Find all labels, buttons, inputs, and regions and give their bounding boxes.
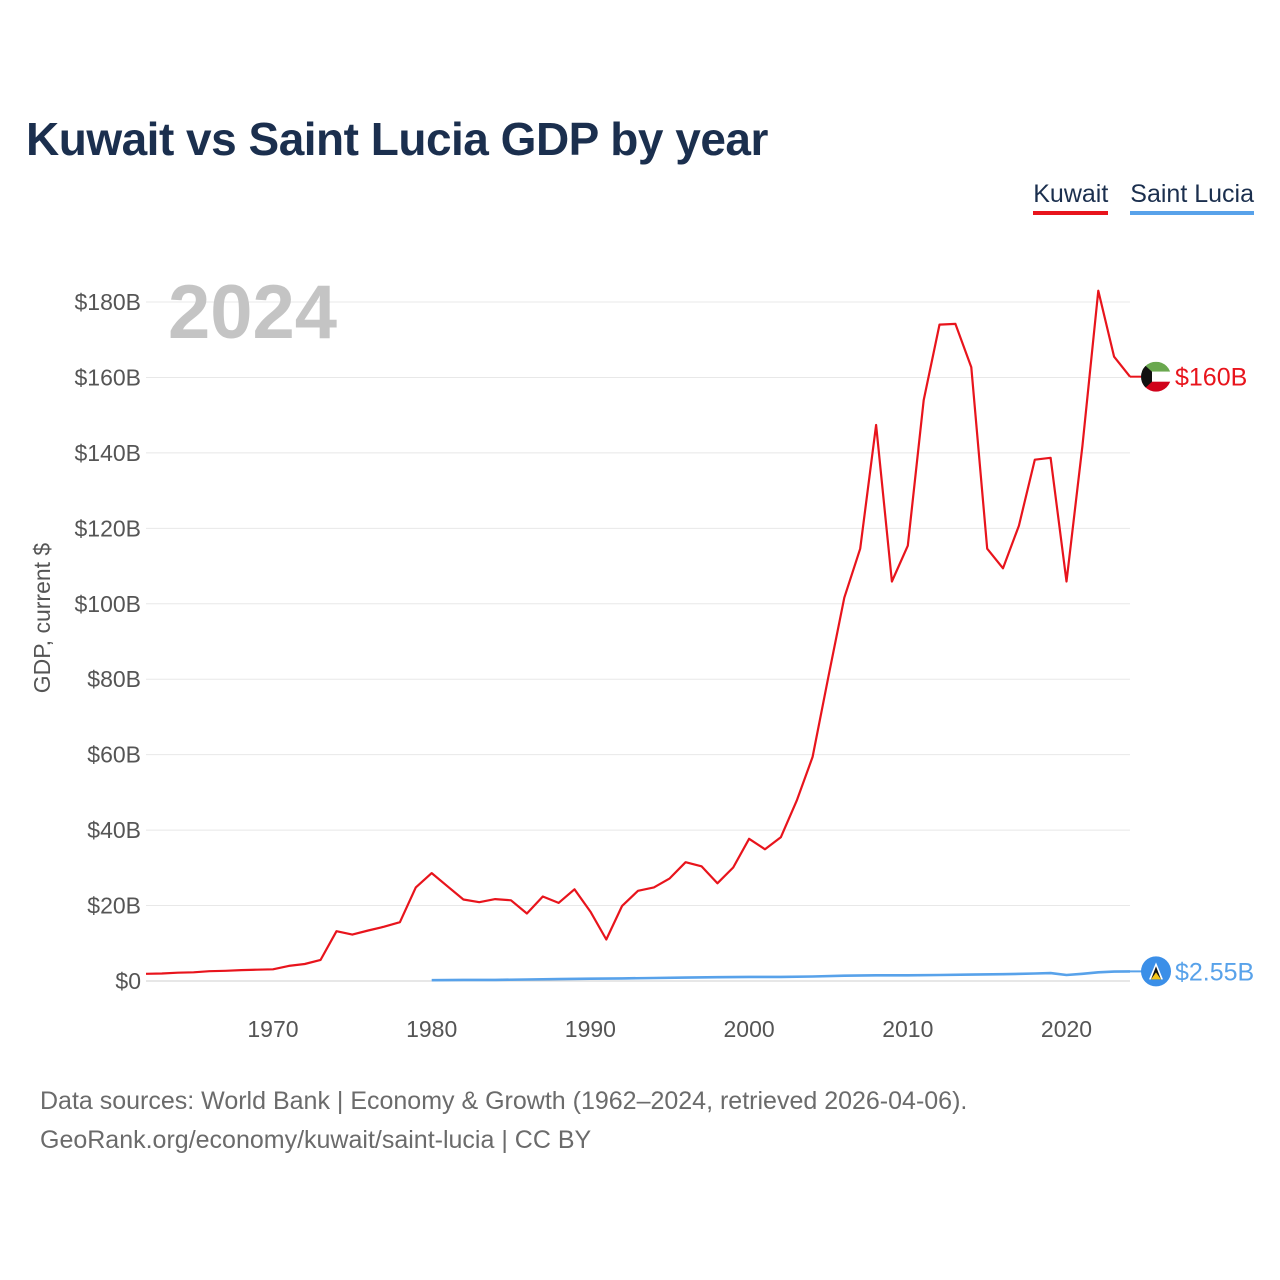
x-tick-label: 1970 bbox=[247, 1016, 298, 1042]
legend-item-saint-lucia[interactable]: Saint Lucia bbox=[1130, 180, 1254, 215]
series-lines bbox=[145, 289, 1131, 982]
end-value-label-saint-lucia: $2.55B bbox=[1175, 958, 1254, 986]
footer: Data sources: World Bank | Economy & Gro… bbox=[40, 1082, 967, 1160]
x-axis-ticks: 1970 1980 1990 2000 2010 2020 bbox=[247, 1016, 1092, 1042]
legend-item-kuwait[interactable]: Kuwait bbox=[1033, 180, 1109, 215]
kuwait-flag-icon bbox=[1141, 361, 1171, 392]
x-tick-label: 1990 bbox=[565, 1016, 616, 1042]
y-tick-label: $120B bbox=[74, 515, 141, 541]
footer-source: Data sources: World Bank | Economy & Gro… bbox=[40, 1087, 968, 1115]
gridlines bbox=[146, 301, 1130, 982]
y-tick-label: $100B bbox=[74, 591, 141, 617]
y-tick-label: $20B bbox=[87, 893, 141, 919]
y-axis-ticks: $0 $20B $40B $60B $80B $100B $120B $140B $160B $1… bbox=[74, 289, 141, 994]
series-line-saint-lucia bbox=[431, 970, 1131, 982]
series-line-kuwait bbox=[145, 289, 1131, 975]
chart-title: Kuwait vs Saint Lucia GDP by year bbox=[26, 113, 768, 165]
y-tick-label: $0 bbox=[115, 968, 141, 994]
y-tick-label: $60B bbox=[87, 742, 141, 768]
footer-link[interactable]: GeoRank.org/economy/kuwait/saint-lucia |… bbox=[40, 1126, 592, 1154]
y-tick-label: $140B bbox=[74, 440, 141, 466]
y-tick-label: $160B bbox=[74, 364, 141, 390]
end-value-label-kuwait: $160B bbox=[1175, 364, 1247, 392]
series-end-markers: $160B $2.55B bbox=[1130, 361, 1254, 987]
x-tick-label: 2010 bbox=[882, 1016, 933, 1042]
y-tick-label: $80B bbox=[87, 666, 141, 692]
saint-lucia-flag-icon bbox=[1141, 956, 1171, 987]
y-axis-label: GDP, current $ bbox=[29, 543, 55, 694]
x-tick-label: 1980 bbox=[406, 1016, 457, 1042]
y-tick-label: $180B bbox=[74, 289, 141, 315]
y-tick-label: $40B bbox=[87, 817, 141, 843]
x-tick-label: 2020 bbox=[1041, 1016, 1092, 1042]
legend: Kuwait Saint Lucia bbox=[1033, 180, 1254, 215]
line-chart: $0$20B$40B$60B$80B$100B$120B$140B$160B$1… bbox=[29, 270, 1254, 1042]
current-year-label: 2024 bbox=[168, 270, 337, 355]
x-tick-label: 2000 bbox=[724, 1016, 775, 1042]
